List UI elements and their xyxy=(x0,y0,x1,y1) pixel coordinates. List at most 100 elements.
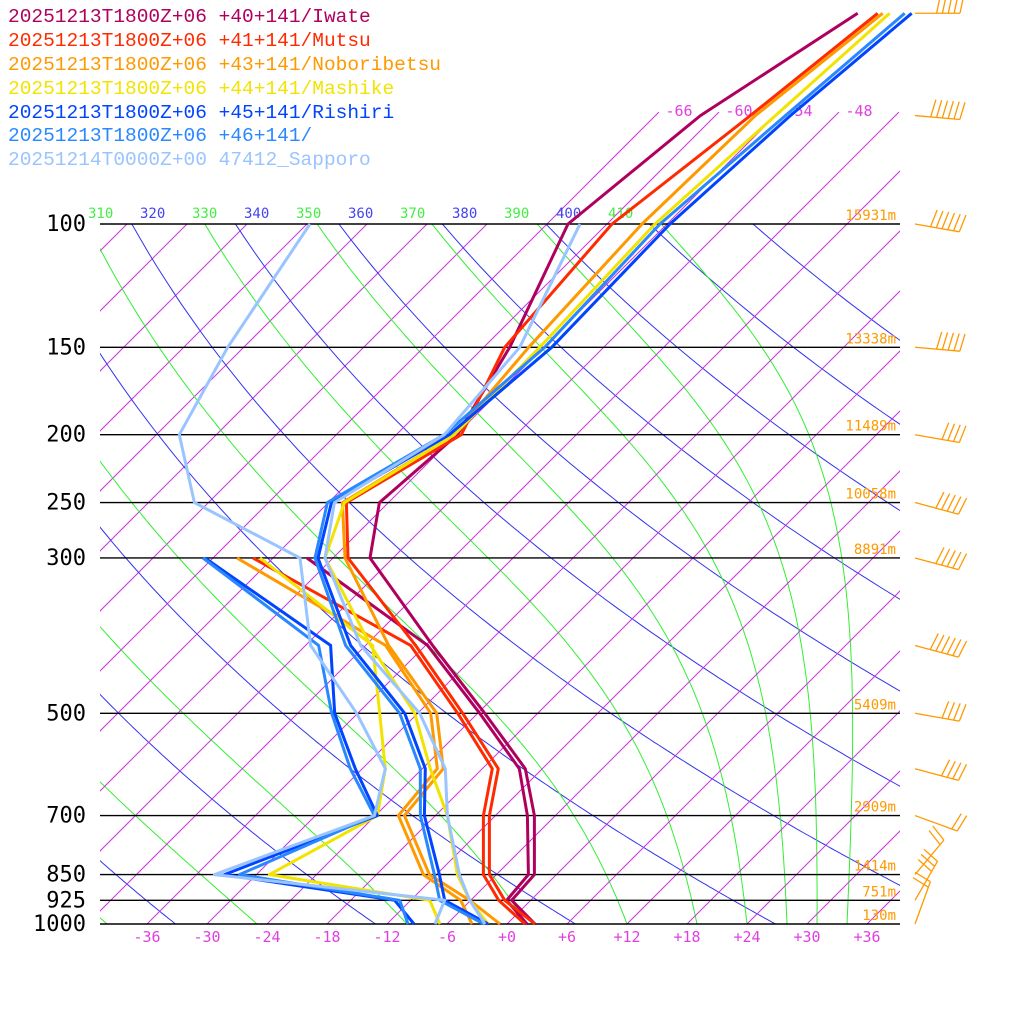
wind-barb-feather xyxy=(947,332,954,351)
wind-barb-feather xyxy=(952,551,962,569)
wind-barb-feather xyxy=(940,548,951,566)
wind-barb-feather xyxy=(958,704,967,722)
isotherm-line xyxy=(746,770,900,924)
isotherm-line xyxy=(100,112,660,672)
isotherm-line xyxy=(100,112,840,852)
wind-barb-feather xyxy=(958,425,967,443)
isotherm-line xyxy=(326,350,900,924)
theta-label: 400 xyxy=(556,206,581,222)
temperature-tick-label: -36 xyxy=(133,928,160,946)
temperature-profile-line xyxy=(313,12,906,926)
wind-barb-feather xyxy=(957,553,968,570)
wind-barb-feather xyxy=(952,762,962,780)
wind-barb xyxy=(914,491,968,515)
wind-barb-feather xyxy=(953,333,960,351)
legend-entry: 20251214T0000Z+00 47412_Sapporo xyxy=(8,149,371,172)
pressure-label: 150 xyxy=(46,335,86,360)
temperature-tick-label: +36 xyxy=(853,928,880,946)
dry-adiabat-line xyxy=(752,224,900,341)
wind-barb-feather xyxy=(935,491,945,509)
wind-barb xyxy=(914,331,966,352)
wind-barb-feather xyxy=(923,848,938,862)
isotherm-line xyxy=(266,290,900,924)
wind-barb-feather xyxy=(935,0,941,14)
isotherm-line xyxy=(566,590,900,924)
wind-barb-feather xyxy=(959,333,966,352)
wind-barb-feather xyxy=(929,633,939,650)
wind-barb xyxy=(914,825,945,876)
theta-label: 410 xyxy=(608,206,633,222)
temperature-profile-line xyxy=(323,223,582,925)
isotherm-line xyxy=(386,410,900,924)
legend-entry: 20251213T1800Z+06 +45+141/Rishiri xyxy=(8,101,395,124)
isotherm-line xyxy=(100,224,488,612)
wind-barb xyxy=(914,813,968,832)
pressure-label: 300 xyxy=(46,546,86,571)
wind-barb-feather xyxy=(946,550,956,567)
upper-isotherm-label: -48 xyxy=(845,102,872,120)
wind-barb-staff xyxy=(914,644,959,658)
height-label: 15931m xyxy=(845,208,896,224)
wind-barb-staff xyxy=(914,712,960,722)
wind-barb-feather xyxy=(941,211,950,230)
wind-barb xyxy=(914,99,966,121)
temperature-tick-label: +0 xyxy=(498,928,516,946)
wind-barb-feather xyxy=(952,639,962,656)
wind-barb-feather xyxy=(946,637,956,655)
wind-barb-feather xyxy=(957,497,968,515)
wind-barb-feather xyxy=(959,102,966,120)
pressure-label: 1000 xyxy=(33,912,86,937)
theta-label: 320 xyxy=(140,206,165,222)
theta-label: 360 xyxy=(348,206,373,222)
wind-barb-feather xyxy=(958,214,967,233)
wind-barb-feather xyxy=(957,640,968,658)
dry-adiabat-line xyxy=(441,224,900,600)
wind-barb-feather xyxy=(920,853,936,867)
isotherm-line xyxy=(100,224,248,372)
dry-adiabat-line xyxy=(234,224,900,787)
upper-isotherm-label: -60 xyxy=(725,102,752,120)
wind-barb-staff xyxy=(914,768,959,781)
pressure-label: 850 xyxy=(46,863,86,888)
wind-barb-feather xyxy=(947,101,954,119)
dry-adiabat-line xyxy=(545,224,900,512)
isotherm-line xyxy=(806,830,900,924)
wind-barb-feather xyxy=(947,702,956,720)
wind-barb-feather xyxy=(935,100,943,118)
pressure-label: 700 xyxy=(46,804,86,829)
wind-barb-feather xyxy=(935,331,943,350)
wind-barb-feather xyxy=(957,763,968,781)
wind-barb xyxy=(914,422,967,444)
height-label: 8891m xyxy=(854,542,896,558)
wind-barb xyxy=(914,209,967,233)
temperature-tick-label: -6 xyxy=(438,928,456,946)
legend-entry: 20251213T1800Z+06 +40+141/Iwate xyxy=(8,6,371,28)
wind-barb-feather xyxy=(941,701,950,719)
height-label: 2909m xyxy=(854,800,896,816)
isotherm-line xyxy=(626,650,900,924)
wind-barb-staff xyxy=(914,839,945,876)
height-label: 13338m xyxy=(845,331,896,347)
wind-barb-feather xyxy=(952,703,961,721)
wind-barb-feather xyxy=(932,825,945,841)
height-label: 11489m xyxy=(845,419,896,435)
height-label: 1414m xyxy=(854,859,896,875)
temperature-tick-label: -30 xyxy=(193,928,220,946)
wind-barb-feather xyxy=(953,0,958,14)
pressure-label: 100 xyxy=(46,212,86,237)
theta-label: 330 xyxy=(192,206,217,222)
dry-adiabat-line xyxy=(338,224,900,692)
wind-barb-feather xyxy=(952,424,961,442)
wind-barb-feather xyxy=(941,422,950,440)
isotherm-line xyxy=(100,224,188,312)
temperature-profile-line xyxy=(323,12,891,925)
isotherm-line xyxy=(0,112,179,924)
legend-entry: 20251213T1800Z+06 +46+141/ xyxy=(8,125,313,148)
wind-barb-feather xyxy=(940,493,951,510)
wind-barb-feather xyxy=(946,760,956,778)
wind-barb xyxy=(914,633,968,658)
dewpoint-profile-line xyxy=(306,556,530,925)
theta-label: 310 xyxy=(88,206,113,222)
wind-barb-staff xyxy=(914,881,932,925)
